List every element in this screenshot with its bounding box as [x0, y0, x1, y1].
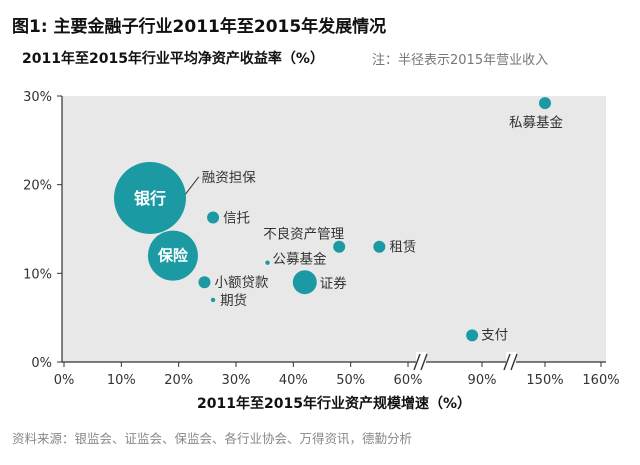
y-tick-label: 20%	[23, 179, 52, 194]
bubble-point	[292, 270, 317, 295]
y-tick-label: 10%	[23, 267, 52, 282]
chart-note: 注：半径表示2015年营业收入	[372, 53, 549, 68]
bubble-point	[207, 211, 220, 224]
bubble-label: 私募基金	[509, 114, 563, 131]
bubble-label: 租赁	[389, 240, 416, 256]
bubble-point	[373, 240, 386, 253]
x-tick-label: 10%	[107, 373, 136, 388]
bubble-point	[466, 329, 479, 342]
page-title: 图1: 主要金融子行业2011年至2015年发展情况	[12, 17, 387, 37]
x-tick-label: 50%	[336, 373, 365, 388]
source-note: 资料来源：银监会、证监会、保监会、各行业协会、万得资讯，德勤分析	[12, 431, 413, 446]
x-tick-label: 20%	[164, 373, 193, 388]
y-axis-title: 2011年至2015年行业平均净资产收益率（%）	[22, 51, 324, 67]
bubble-point	[173, 204, 178, 210]
x-tick-label: 160%	[582, 373, 619, 388]
bubble-label: 期货	[220, 292, 247, 309]
y-tick-label: 30%	[23, 90, 52, 105]
x-tick-label: 60%	[394, 373, 423, 388]
bubble-label: 银行	[134, 189, 166, 208]
x-tick-label: 40%	[279, 373, 308, 388]
bubble-label: 不良资产管理	[263, 227, 344, 243]
x-axis-title: 2011年至2015年行业资产规模增速（%）	[197, 395, 471, 412]
axis-break-2	[503, 352, 518, 372]
bubble-point	[114, 161, 186, 234]
bubble-label: 证券	[320, 276, 347, 292]
bubble-label: 融资担保	[202, 170, 256, 186]
bubble-point	[265, 260, 270, 265]
x-tick-label: 30%	[222, 373, 251, 388]
bubble-label: 小额贷款	[214, 275, 268, 291]
axis-break-1	[413, 352, 428, 372]
bubble-label: 保险	[157, 247, 189, 265]
bubble-point	[539, 97, 551, 110]
x-tick-label: 150%	[526, 373, 563, 388]
bubble-label: 支付	[481, 327, 508, 343]
y-tick-label: 0%	[31, 356, 52, 371]
bubble-label: 信托	[223, 210, 250, 226]
bubble-point	[147, 230, 198, 281]
bubble-label: 公募基金	[273, 251, 327, 268]
x-tick-label: 90%	[468, 373, 497, 388]
bubble-point	[333, 240, 346, 253]
bubble-point	[210, 297, 216, 303]
x-tick-label: 0%	[54, 373, 75, 388]
bubble-point	[198, 276, 211, 289]
